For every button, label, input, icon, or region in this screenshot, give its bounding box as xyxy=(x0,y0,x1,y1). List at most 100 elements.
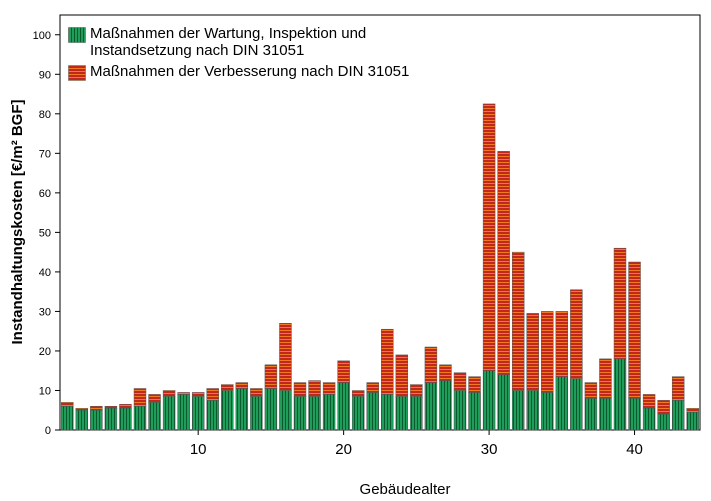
bar-segment xyxy=(671,400,685,431)
bar-segment xyxy=(191,392,205,397)
bar-segment xyxy=(337,360,350,383)
bar-segment xyxy=(366,382,379,393)
bar-segment xyxy=(221,390,234,431)
bar-segment xyxy=(351,390,365,397)
bar-segment xyxy=(439,364,452,381)
bar-segment xyxy=(613,358,627,431)
bar-segment xyxy=(424,382,438,431)
x-tick-label: 40 xyxy=(626,441,643,458)
bar-segment xyxy=(206,400,219,431)
bar-segment xyxy=(526,313,539,391)
bar-segment xyxy=(599,398,612,431)
bar-segment xyxy=(453,372,467,391)
legend: Maßnahmen der Wartung, Inspektion und In… xyxy=(64,22,436,88)
y-tick-label: 50 xyxy=(39,227,51,239)
bar-segment xyxy=(250,396,263,431)
y-tick-label: 90 xyxy=(39,69,51,81)
y-tick-label: 80 xyxy=(39,109,51,121)
bar-segment xyxy=(351,396,365,431)
y-tick-label: 70 xyxy=(39,148,51,160)
bar-segment xyxy=(381,328,394,395)
legend-swatch xyxy=(68,27,86,43)
bar-segment xyxy=(395,396,409,431)
bar-segment xyxy=(570,289,583,379)
bar-segment xyxy=(424,346,438,383)
bar-segment xyxy=(657,413,670,431)
y-tick-label: 0 xyxy=(45,425,51,437)
bar-segment xyxy=(119,408,132,431)
bar-segment xyxy=(642,408,656,431)
legend-entry: Maßnahmen der Verbesserung nach DIN 3105… xyxy=(68,63,430,81)
bar-segment xyxy=(628,398,641,431)
bar-segment xyxy=(541,392,554,431)
bar-segment xyxy=(61,406,74,431)
bar-segment xyxy=(119,404,132,409)
bar-segment xyxy=(410,384,423,397)
bar-segment xyxy=(279,323,292,391)
y-axis-label: Instandhaltungskosten [€/m² BGF] xyxy=(9,99,26,344)
bar-segment xyxy=(555,311,569,377)
bar-segment xyxy=(293,382,307,397)
bar-segment xyxy=(628,261,641,399)
bar-segment xyxy=(642,394,656,409)
bar-segment xyxy=(206,388,219,401)
x-tick-label: 10 xyxy=(190,441,207,458)
x-tick-label: 20 xyxy=(335,441,352,458)
plot-frame xyxy=(59,14,701,431)
bar-segment xyxy=(599,358,612,399)
bar-segment xyxy=(453,390,467,431)
bar-segment xyxy=(570,378,583,431)
bar-segment xyxy=(468,376,481,393)
bar-segment xyxy=(264,388,278,431)
bar-segment xyxy=(191,396,205,431)
bar-segment xyxy=(148,394,161,403)
bar-segment xyxy=(541,311,554,393)
legend-label: Maßnahmen der Verbesserung nach DIN 3105… xyxy=(90,63,410,80)
bar-segment xyxy=(381,394,394,431)
bar-segment xyxy=(235,382,249,389)
y-tick-label: 10 xyxy=(39,385,51,397)
bar-segment xyxy=(468,392,481,431)
bar-segment xyxy=(90,409,103,431)
bar-segment xyxy=(177,392,190,395)
bar-segment xyxy=(584,398,598,431)
bar-segment xyxy=(555,376,569,431)
bar-segment xyxy=(133,388,147,407)
y-tick-label: 100 xyxy=(33,30,51,42)
bar-segment xyxy=(235,388,249,431)
legend-label: Maßnahmen der Wartung, Inspektion und In… xyxy=(90,25,367,59)
legend-swatch xyxy=(68,65,86,81)
bar-segment xyxy=(526,390,539,431)
bar-segment xyxy=(75,409,89,431)
bar-segment xyxy=(482,103,496,371)
bar-segment xyxy=(75,408,89,411)
bar-segment xyxy=(511,390,525,431)
bar-segment xyxy=(221,384,234,391)
bar-segment xyxy=(308,380,321,397)
bar-segment xyxy=(177,394,190,431)
x-tick-label: 30 xyxy=(481,441,498,458)
bar-segment xyxy=(337,382,350,431)
bar-segment xyxy=(61,402,74,407)
bar-segment xyxy=(482,370,496,431)
bar-segment xyxy=(279,390,292,431)
bar-segment xyxy=(686,408,699,413)
bar-segment xyxy=(511,251,525,391)
bar-segment xyxy=(293,396,307,431)
bar-segment xyxy=(264,364,278,389)
bar-segment xyxy=(613,247,627,360)
bar-segment xyxy=(308,396,321,431)
bar-segment xyxy=(584,382,598,399)
bar-segment xyxy=(686,411,699,431)
y-tick-label: 40 xyxy=(39,267,51,279)
bar-segment xyxy=(497,374,510,431)
bar-segment xyxy=(410,396,423,431)
bar-segment xyxy=(148,402,161,431)
y-tick-label: 60 xyxy=(39,188,51,200)
bar-segment xyxy=(104,408,118,431)
bar-segment xyxy=(90,406,103,411)
bar-segment xyxy=(395,354,409,397)
bar-segment xyxy=(133,406,147,431)
